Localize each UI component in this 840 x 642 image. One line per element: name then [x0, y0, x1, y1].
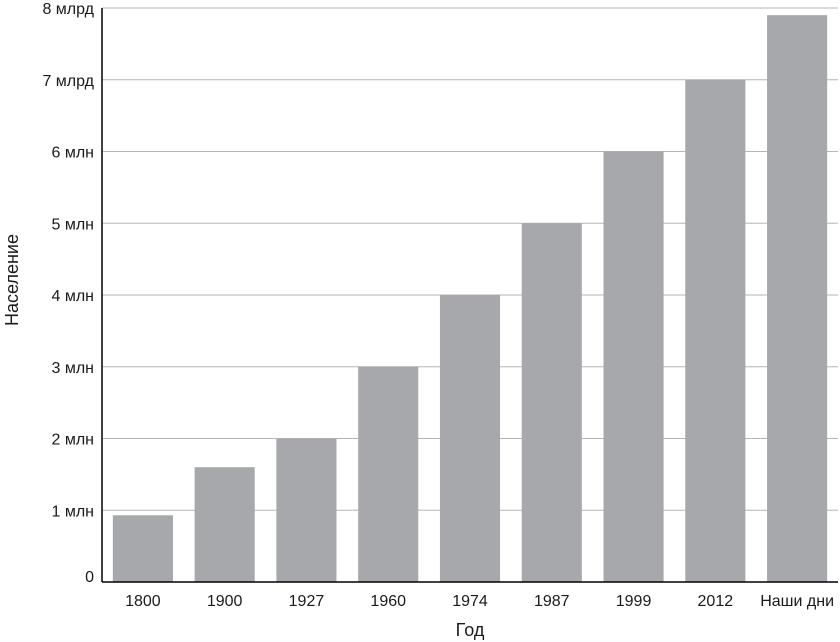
y-tick-label: 1 млн — [51, 503, 94, 520]
x-axis-title: Год — [456, 620, 485, 640]
y-tick-label: 7 млрд — [42, 73, 94, 90]
x-tick-label: 1800 — [125, 593, 161, 610]
y-axis-title: Население — [2, 234, 22, 326]
x-tick-label: 1927 — [289, 593, 325, 610]
y-tick-label: 0 — [85, 569, 94, 586]
bar-1927 — [276, 438, 337, 582]
bar-2012 — [685, 79, 746, 582]
x-tick-label: 2012 — [698, 593, 734, 610]
x-tick-label: 1974 — [452, 593, 488, 610]
x-tick-label: 1999 — [616, 593, 652, 610]
y-tick-label: 3 млн — [51, 360, 94, 377]
y-tick-label: 2 млн — [51, 432, 94, 449]
bar-1900 — [194, 467, 255, 582]
bar-Наши дни — [767, 15, 828, 583]
x-tick-labels: 1800 1900 1927 1960 1974 1987 1999 2012 Наши дни — [125, 593, 834, 610]
x-tick-label: Наши дни — [760, 593, 834, 610]
bar-1800 — [112, 515, 173, 582]
y-tick-label: 5 млн — [51, 216, 94, 233]
x-tick-label: 1900 — [207, 593, 243, 610]
axes — [101, 8, 838, 583]
y-tick-label: 6 млн — [51, 145, 94, 162]
bar-1960 — [358, 366, 419, 582]
y-tick-label: 8 млрд — [42, 1, 94, 18]
bar-1999 — [603, 151, 664, 582]
bar-1987 — [521, 223, 582, 582]
x-tick-label: 1987 — [534, 593, 570, 610]
bar-1974 — [439, 295, 501, 582]
y-tick-labels: 0 1 млн 2 млн 3 млн 4 млн 5 млн 6 млн 7 млрд 8 м… — [42, 1, 94, 586]
x-tick-label: 1960 — [370, 593, 406, 610]
bars — [112, 15, 828, 583]
y-tick-label: 4 млн — [51, 288, 94, 305]
